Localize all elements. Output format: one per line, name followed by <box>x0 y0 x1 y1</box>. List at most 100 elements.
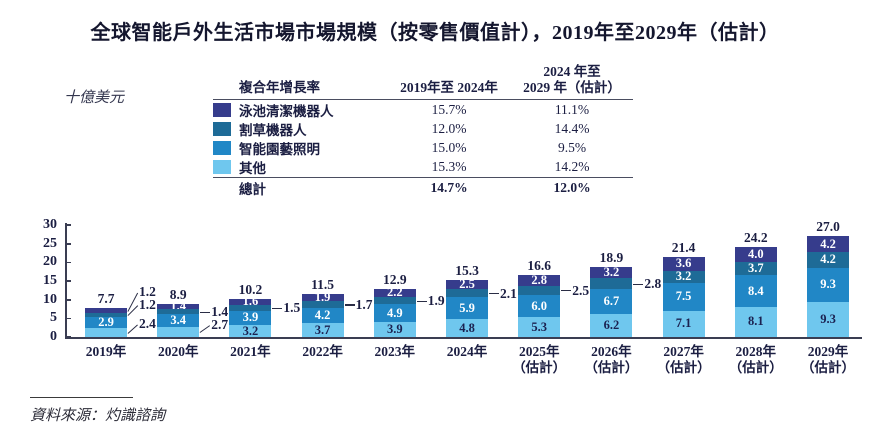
bar-segment-callout-value: 1.2 <box>139 297 156 313</box>
x-axis-label: 2022年 <box>302 344 343 359</box>
y-axis-tick <box>66 280 71 282</box>
x-axis-label: 2019年 <box>85 344 127 359</box>
bar-segment-value: 5.3 <box>531 319 547 334</box>
cagr-header-2024-2029: 2024 年至 2029 年（估計） <box>513 64 631 96</box>
bar-segment-value: 4.8 <box>459 320 475 335</box>
bar-segment-1 <box>590 266 633 279</box>
bar-segment-4 <box>518 317 561 337</box>
callout-leader-line <box>561 290 572 292</box>
source-divider <box>30 397 133 398</box>
bar-total-label: 15.3 <box>455 262 479 278</box>
y-axis-tick-label: 0 <box>50 329 57 344</box>
cagr-value: 15.3% <box>431 158 467 174</box>
cagr-legend-table: 複合年增長率 2019年至 2024年 2024 年至 2029 年（估計） 泳… <box>213 64 633 198</box>
bar-segment-2 <box>157 309 200 315</box>
bar-segment-1 <box>734 246 777 262</box>
bar-segment-2 <box>734 261 777 276</box>
bar-total-label: 21.4 <box>671 240 696 256</box>
bar-segment-2 <box>446 289 488 298</box>
bar-total-label: 27.0 <box>816 219 840 235</box>
bar-segment-value: 7.1 <box>675 316 692 331</box>
bar-segment-callout-value: 1.9 <box>427 293 445 309</box>
bar-segment-value: 1.9 <box>314 290 331 305</box>
bar-segment-callout-value: 2.4 <box>139 316 156 332</box>
bar-segment-2 <box>662 270 705 283</box>
bar-segment-callout-value: 1.4 <box>211 304 229 320</box>
bar-total-label: 16.6 <box>527 258 551 274</box>
y-axis-tick-label: 25 <box>43 235 57 251</box>
callout-leader-line <box>200 311 211 313</box>
bar-segment-1 <box>446 279 488 290</box>
y-axis-unit-label: 十億美元 <box>64 90 125 106</box>
bar-segment-callout-value: 1.2 <box>139 284 156 300</box>
bar-segment-2 <box>85 312 127 318</box>
y-axis-tick-label: 15 <box>43 273 57 289</box>
bar-segment-2 <box>590 278 633 289</box>
bar-total-label: 24.2 <box>743 229 768 245</box>
bar-segment-callout-value: 2.5 <box>572 282 590 298</box>
bar-segment-value: 3.9 <box>386 322 403 337</box>
bar-segment-value: 2.8 <box>531 272 547 287</box>
bar-segment-value: 3.7 <box>747 261 764 276</box>
bar-segment-value: 8.4 <box>747 283 764 298</box>
x-axis-label: 2023年 <box>374 344 416 359</box>
bar-segment-value: 3.2 <box>242 323 259 338</box>
legend-row-mower-robot: 割草機器人 12.0% 14.4% <box>213 119 633 138</box>
cagr-total-value: 12.0% <box>553 180 591 196</box>
bar-segment-3 <box>301 307 344 324</box>
bar-segment-value: 4.2 <box>314 307 331 322</box>
y-axis-tick <box>66 299 71 301</box>
bar-segment-1 <box>85 308 127 313</box>
bar-total-label: 7.7 <box>97 291 115 307</box>
bar-segment-value: 9.3 <box>820 277 836 292</box>
bar-segment-3 <box>807 267 849 303</box>
x-axis-label: 2026年 （估計） <box>584 344 639 375</box>
bar-segment-4 <box>85 328 127 337</box>
y-axis-tick <box>66 336 71 338</box>
chart-title: 全球智能戶外生活市場市場規模（按零售價值計），2019年至2029年（估計） <box>90 22 780 44</box>
bar-segment-value: 3.2 <box>603 264 620 279</box>
bar-segment-value: 8.1 <box>747 314 764 329</box>
bar-total-label: 11.5 <box>311 277 335 293</box>
bar-segment-3 <box>157 314 200 327</box>
cagr-value: 15.7% <box>431 101 467 117</box>
cagr-header-label: 複合年增長率 <box>239 80 320 96</box>
y-axis-tick <box>66 317 71 320</box>
y-axis-line <box>65 223 67 337</box>
legend-label: 泳池清潔機器人 <box>239 103 334 119</box>
legend-swatch-others <box>213 159 231 174</box>
bar-segment-3 <box>446 297 488 320</box>
callout-leader-line <box>127 323 139 334</box>
bar-segment-1 <box>373 288 416 298</box>
bar-segment-4 <box>301 323 344 337</box>
legend-row-pool-cleaning-robot: 泳池清潔機器人 15.7% 11.1% <box>213 100 633 119</box>
legend-label: 割草機器人 <box>239 122 307 138</box>
bar-segment-1 <box>807 236 849 252</box>
cagr-total-value: 14.7% <box>430 180 468 196</box>
bar-segment-value: 6.7 <box>603 293 620 308</box>
bar-segment-value: 2.9 <box>98 315 114 330</box>
y-axis-tick <box>66 224 71 226</box>
y-axis-tick <box>66 261 71 264</box>
x-axis-label: 2025年 （估計） <box>512 344 567 375</box>
legend-total-row: 總計 14.7% 12.0% <box>213 177 633 198</box>
legend-row-smart-garden-lighting: 智能園藝照明 15.0% 9.5% <box>213 138 633 157</box>
bar-segment-4 <box>807 302 849 337</box>
bar-segment-value: 3.7 <box>314 322 331 337</box>
cagr-value: 14.2% <box>554 158 590 174</box>
bar-segment-1 <box>662 257 705 271</box>
bar-segment-value: 6.0 <box>531 298 547 313</box>
legend-total-label: 總計 <box>239 182 266 198</box>
cagr-value: 9.5% <box>557 139 587 155</box>
bar-segment-2 <box>807 251 849 268</box>
bar-segment-callout-value: 2.1 <box>500 285 517 301</box>
y-axis-tick-label: 5 <box>50 310 57 326</box>
callout-leader-line <box>416 300 427 302</box>
callout-leader-line <box>344 304 355 306</box>
bar-segment-value: 3.4 <box>170 313 186 328</box>
bar-segment-1 <box>518 275 561 286</box>
bar-segment-value: 4.2 <box>820 252 836 267</box>
bar-segment-2 <box>301 301 344 308</box>
cagr-value: 12.0% <box>431 120 467 136</box>
